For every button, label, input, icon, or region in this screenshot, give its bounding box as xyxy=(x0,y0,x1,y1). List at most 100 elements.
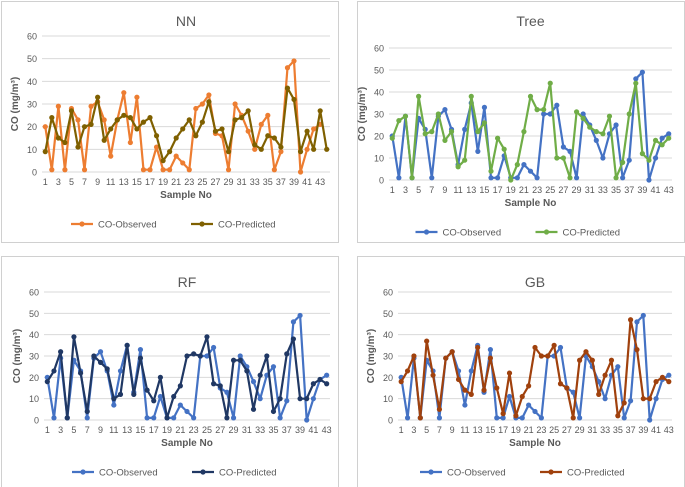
x-tick-label: 41 xyxy=(308,425,318,435)
data-point xyxy=(250,406,257,412)
x-tick-label: 41 xyxy=(651,185,661,195)
data-point xyxy=(244,368,250,374)
data-point xyxy=(404,415,411,421)
x-tick-label: 11 xyxy=(109,425,118,435)
legend-swatch-marker xyxy=(200,469,206,475)
data-point xyxy=(653,379,659,385)
x-tick-label: 1 xyxy=(43,177,48,187)
data-point xyxy=(506,393,513,400)
x-tick-label: 17 xyxy=(493,185,503,195)
y-axis-label: CO (mg/m³) xyxy=(12,329,23,383)
x-tick-label: 41 xyxy=(651,425,661,435)
data-point xyxy=(422,131,428,137)
x-tick-label: 35 xyxy=(263,177,273,187)
x-tick-label: 33 xyxy=(600,425,610,435)
data-point xyxy=(547,80,553,86)
data-point xyxy=(290,336,297,342)
data-point xyxy=(508,177,514,183)
data-point xyxy=(481,387,487,393)
data-point xyxy=(49,167,55,173)
x-tick-label: 23 xyxy=(532,185,542,195)
data-point xyxy=(429,175,435,181)
data-point xyxy=(277,396,283,402)
data-point xyxy=(324,146,330,152)
data-point xyxy=(270,408,277,415)
data-point xyxy=(225,167,232,173)
data-point xyxy=(538,353,544,359)
x-tick-label: 35 xyxy=(613,425,623,435)
data-point xyxy=(134,94,140,100)
data-point xyxy=(264,353,270,359)
x-tick-label: 19 xyxy=(506,185,516,195)
data-point xyxy=(217,383,223,389)
data-point xyxy=(557,344,564,351)
x-tick-label: 21 xyxy=(175,425,185,435)
data-point xyxy=(297,396,303,402)
data-point xyxy=(606,113,613,119)
x-tick-label: 15 xyxy=(485,425,495,435)
data-point xyxy=(513,413,519,419)
data-point xyxy=(284,351,290,357)
data-point xyxy=(500,411,506,417)
data-point xyxy=(167,149,173,155)
data-point xyxy=(42,149,48,155)
data-point xyxy=(404,368,411,374)
data-point xyxy=(140,167,147,173)
data-point xyxy=(297,312,303,319)
data-point xyxy=(291,96,297,103)
x-tick-label: 15 xyxy=(479,185,489,195)
y-tick-label: 60 xyxy=(383,288,393,298)
legend-swatch-marker xyxy=(199,221,205,227)
data-point xyxy=(577,415,583,421)
x-tick-label: 19 xyxy=(158,177,168,187)
data-point xyxy=(64,415,70,421)
data-point xyxy=(44,379,50,385)
y-tick-label: 30 xyxy=(29,352,39,362)
data-point xyxy=(131,391,137,397)
data-point xyxy=(297,149,304,155)
data-point xyxy=(462,387,468,393)
data-point xyxy=(104,366,110,372)
legend: CO-Observed CO-Predicted xyxy=(420,468,625,479)
data-point xyxy=(570,389,576,395)
x-tick-label: 3 xyxy=(58,425,63,435)
data-point xyxy=(108,126,114,132)
data-point xyxy=(514,175,520,181)
data-point xyxy=(157,374,163,380)
data-point xyxy=(193,105,199,112)
data-point xyxy=(144,415,150,421)
data-point xyxy=(633,76,639,82)
data-point xyxy=(317,108,323,114)
x-tick-label: 11 xyxy=(106,177,115,187)
data-point xyxy=(573,109,580,115)
data-point xyxy=(297,169,304,175)
data-point xyxy=(541,111,547,117)
y-tick-label: 50 xyxy=(29,309,39,319)
data-point xyxy=(494,135,501,141)
data-point xyxy=(633,80,639,86)
x-tick-label: 33 xyxy=(255,425,265,435)
data-point xyxy=(180,160,186,166)
y-tick-label: 50 xyxy=(374,66,384,76)
data-point xyxy=(191,415,197,421)
data-point xyxy=(634,319,640,325)
x-tick-label: 31 xyxy=(587,425,597,435)
legend-label: CO-Observed xyxy=(443,228,502,239)
y-tick-label: 10 xyxy=(383,394,393,404)
data-point xyxy=(81,124,88,130)
data-point xyxy=(42,124,48,130)
data-point xyxy=(646,177,652,183)
data-point xyxy=(177,383,183,389)
data-point xyxy=(258,121,264,127)
x-tick-label: 13 xyxy=(122,425,132,435)
x-tick-label: 7 xyxy=(429,185,434,195)
data-point xyxy=(153,133,160,139)
data-point xyxy=(621,400,627,406)
legend-label: CO-Observed xyxy=(98,220,157,231)
data-point xyxy=(640,312,646,319)
data-point xyxy=(577,357,583,363)
data-point xyxy=(157,393,163,400)
data-point xyxy=(613,175,619,181)
